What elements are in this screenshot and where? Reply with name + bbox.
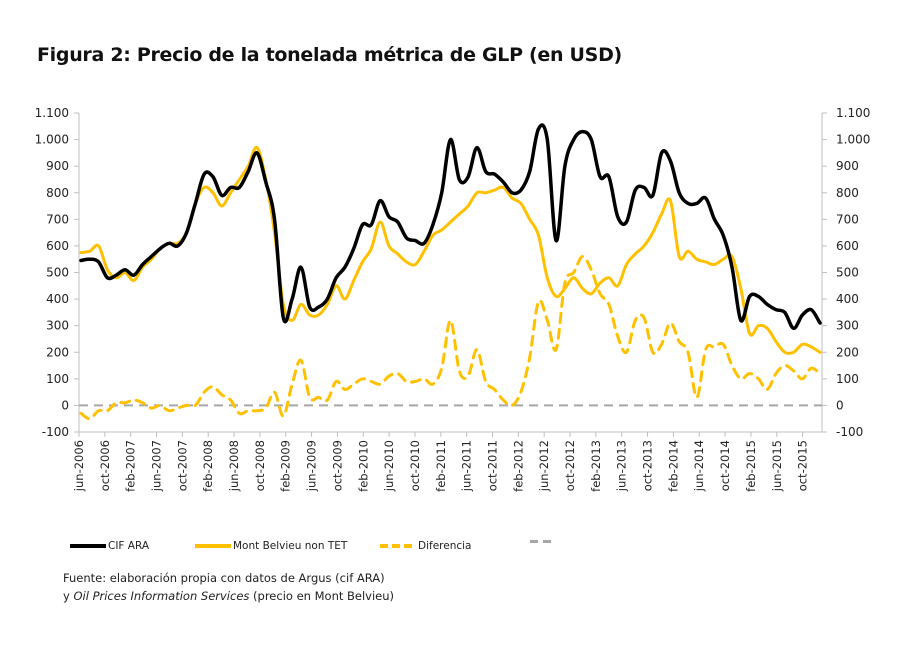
legend-item-diferencia: Diferencia (380, 540, 471, 552)
right-tick-label: 100 (836, 372, 859, 386)
series-layer (79, 123, 822, 421)
legend-item-mont-belvieu: Mont Belvieu non TET (195, 540, 347, 552)
x-tick-label: oct-2013 (641, 440, 655, 491)
right-tick-label: 900 (836, 159, 859, 173)
right-tick-label: 400 (836, 292, 859, 306)
left-tick-label: 200 (46, 345, 69, 359)
legend-label: CIF ARA (108, 540, 150, 552)
left-tick-label: 400 (46, 292, 69, 306)
x-tick-label: feb-2013 (589, 440, 603, 492)
left-tick-label: 900 (46, 159, 69, 173)
legend-swatch-solid-yellow (195, 544, 231, 548)
left-tick-label: 1.000 (35, 133, 69, 147)
x-tick-label: jun-2013 (615, 440, 629, 492)
source-suffix: (precio en Mont Belvieu) (249, 589, 395, 603)
x-tick-label: feb-2012 (511, 440, 525, 492)
x-tick-label: oct-2007 (175, 440, 189, 491)
series-line-cif-ara (79, 123, 822, 331)
series-line-diferencia (79, 255, 822, 421)
x-tick-label: jun-2014 (692, 440, 706, 492)
legend-item-zero-line (530, 540, 558, 543)
x-tick-label: jun-2009 (305, 440, 319, 492)
x-tick-label: feb-2015 (744, 440, 758, 492)
x-tick-label: feb-2007 (124, 440, 138, 492)
source-italic: Oil Prices Information Services (73, 589, 250, 603)
legend-label: Mont Belvieu non TET (233, 540, 348, 552)
legend-item-cif-ara: CIF ARA (70, 540, 149, 552)
x-tick-label: feb-2010 (356, 440, 370, 492)
right-tick-label: 300 (836, 319, 859, 333)
legend-swatch-solid-black (70, 544, 106, 548)
right-tick-label: 200 (836, 345, 859, 359)
x-tick-label: jun-2007 (150, 440, 164, 492)
left-tick-label: -100 (42, 425, 69, 439)
left-tick-label: 0 (61, 398, 69, 412)
x-tick-label: jun-2010 (382, 440, 396, 492)
left-tick-label: 100 (46, 372, 69, 386)
x-tick-label: oct-2008 (253, 440, 267, 491)
right-tick-label: 1.100 (836, 106, 870, 120)
x-tick-label: oct-2009 (330, 440, 344, 491)
right-tick-label: 600 (836, 239, 859, 253)
x-tick-label: oct-2011 (485, 440, 499, 491)
left-y-axis: -100 0 100 200 300 400 500 600 700 800 900 1.000 1.1… (35, 106, 80, 439)
source-note: Fuente: elaboración propia con datos de … (63, 569, 394, 605)
series-line-mont-belvieu-non-tet (79, 146, 822, 355)
right-y-axis: -100 0 100 200 300 400 500 600 700 800 900 1.000 1.1… (821, 106, 870, 439)
right-tick-label: 1.000 (836, 133, 870, 147)
left-tick-label: 300 (46, 319, 69, 333)
left-tick-label: 700 (46, 212, 69, 226)
x-tick-label: feb-2008 (201, 440, 215, 492)
x-tick-label: oct-2015 (796, 440, 810, 491)
x-tick-label: jun-2006 (72, 440, 86, 492)
left-tick-label: 1.100 (35, 106, 69, 120)
x-tick-label: jun-2012 (537, 440, 551, 492)
x-tick-label: oct-2010 (408, 440, 422, 491)
source-line-1: Fuente: elaboración propia con datos de … (63, 571, 385, 585)
left-tick-label: 600 (46, 239, 69, 253)
source-line-2: y Oil Prices Information Services (preci… (63, 587, 394, 605)
x-tick-label: oct-2012 (563, 440, 577, 491)
legend-label: Diferencia (418, 540, 472, 552)
left-tick-label: 800 (46, 186, 69, 200)
chart-title: Figura 2: Precio de la tonelada métrica … (37, 44, 622, 66)
x-tick-label: jun-2011 (460, 440, 474, 492)
x-tick-label: feb-2009 (279, 440, 293, 492)
x-tick-label: feb-2011 (434, 440, 448, 492)
legend-swatch-dashed-yellow (380, 544, 416, 548)
right-tick-label: 800 (836, 186, 859, 200)
x-tick-label: jun-2015 (770, 440, 784, 492)
left-tick-label: 500 (46, 266, 69, 280)
right-tick-label: 700 (836, 212, 859, 226)
right-tick-label: -100 (836, 425, 863, 439)
x-tick-label: oct-2014 (718, 440, 732, 491)
x-tick-label: feb-2014 (666, 440, 680, 492)
x-axis: jun-2006 oct-2006 feb-2007 jun-2007 oct-2007… (72, 431, 822, 492)
x-tick-label: oct-2006 (98, 440, 112, 491)
x-tick-label: jun-2008 (227, 440, 241, 492)
right-tick-label: 500 (836, 266, 859, 280)
right-tick-label: 0 (836, 398, 844, 412)
source-prefix: y (63, 589, 74, 603)
legend-swatch-dashed-gray (530, 540, 556, 543)
